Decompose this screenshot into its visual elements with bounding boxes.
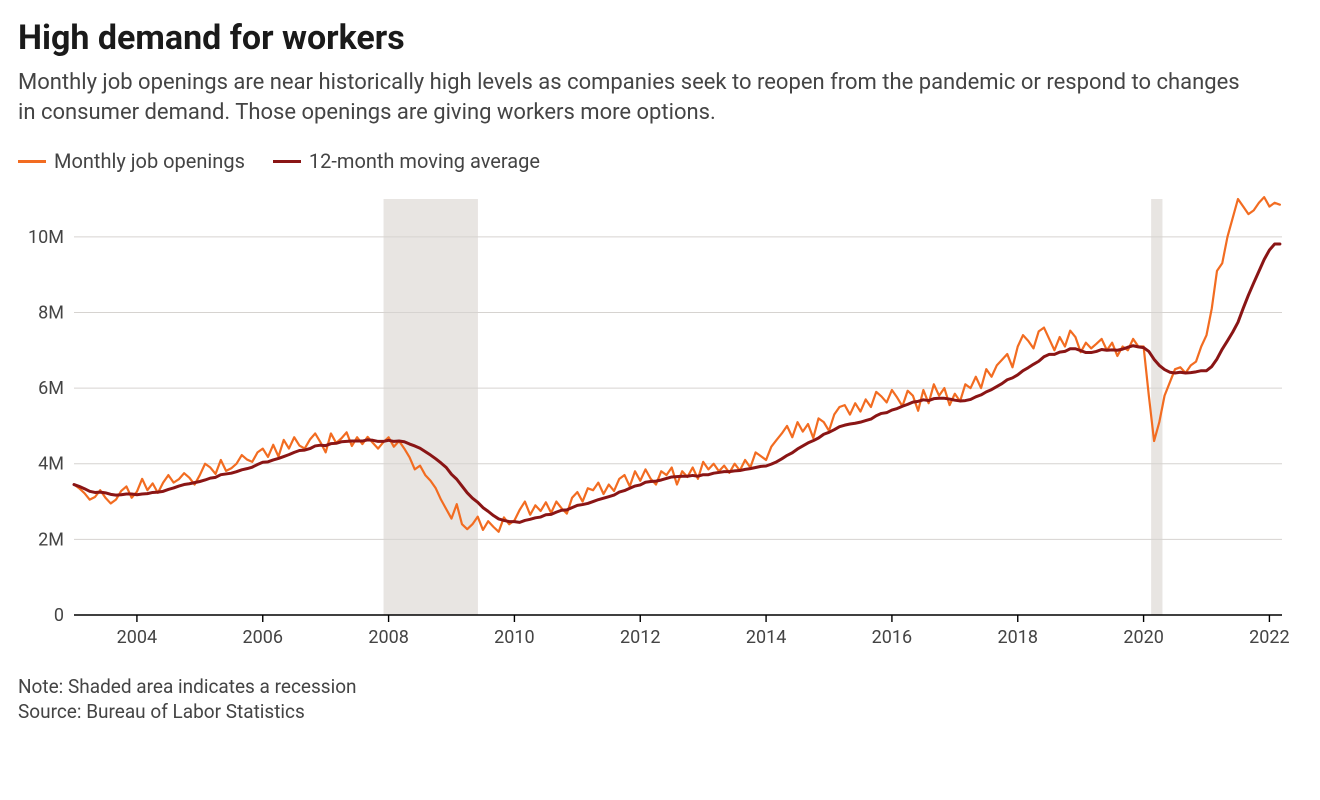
svg-text:2022: 2022 — [1249, 627, 1289, 648]
svg-text:2010: 2010 — [494, 627, 534, 648]
svg-text:2004: 2004 — [117, 627, 157, 648]
svg-text:2020: 2020 — [1123, 627, 1163, 648]
legend-label-monthly: Monthly job openings — [54, 149, 245, 173]
chart-container: High demand for workers Monthly job open… — [0, 0, 1320, 800]
legend-swatch-ma12 — [273, 160, 301, 163]
legend: Monthly job openings 12-month moving ave… — [18, 149, 1292, 173]
footnote-source: Source: Bureau of Labor Statistics — [18, 700, 1292, 723]
legend-item-ma12: 12-month moving average — [273, 149, 540, 173]
svg-text:2018: 2018 — [998, 627, 1038, 648]
footnotes: Note: Shaded area indicates a recession … — [18, 675, 1292, 723]
legend-item-monthly: Monthly job openings — [18, 149, 245, 173]
legend-label-ma12: 12-month moving average — [309, 149, 540, 173]
svg-text:4M: 4M — [38, 454, 64, 475]
svg-text:0: 0 — [54, 605, 64, 626]
svg-text:2014: 2014 — [746, 627, 786, 648]
svg-text:2016: 2016 — [872, 627, 912, 648]
footnote-note: Note: Shaded area indicates a recession — [18, 675, 1292, 698]
svg-text:2012: 2012 — [620, 627, 660, 648]
svg-text:10M: 10M — [28, 227, 64, 248]
svg-text:2008: 2008 — [368, 627, 408, 648]
legend-swatch-monthly — [18, 160, 46, 163]
svg-text:6M: 6M — [38, 378, 64, 399]
svg-text:2M: 2M — [38, 530, 64, 551]
svg-text:2006: 2006 — [243, 627, 283, 648]
svg-text:8M: 8M — [38, 303, 64, 324]
chart-plot-area: 0 2M 4M 6M 8M 10M 2004 2006 2008 2010 2012 2014 2016… — [18, 187, 1292, 657]
line-chart-svg: 0 2M 4M 6M 8M 10M 2004 2006 2008 2010 2012 2014 2016… — [18, 187, 1292, 657]
chart-subtitle: Monthly job openings are near historical… — [18, 68, 1258, 127]
chart-title: High demand for workers — [18, 18, 1292, 58]
